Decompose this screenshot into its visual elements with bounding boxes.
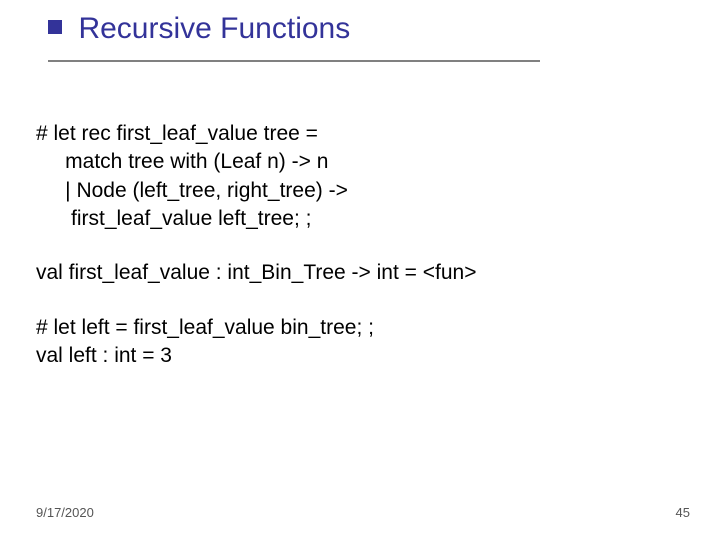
- slide-footer: 9/17/2020 45: [36, 505, 690, 520]
- code-line: # let rec first_leaf_value tree =: [36, 122, 318, 145]
- slide-content: # let rec first_leaf_value tree = match …: [36, 120, 690, 396]
- code-line: match tree with (Leaf n) -> n: [36, 150, 328, 173]
- slide: Recursive Functions # let rec first_leaf…: [0, 0, 720, 540]
- code-line: first_leaf_value left_tree; ;: [36, 207, 311, 230]
- footer-date: 9/17/2020: [36, 505, 94, 520]
- footer-page: 45: [676, 505, 690, 520]
- title-area: Recursive Functions: [48, 12, 700, 46]
- code-block-3: # let left = first_leaf_value bin_tree; …: [36, 314, 690, 371]
- code-block-1: # let rec first_leaf_value tree = match …: [36, 120, 690, 233]
- code-line: val first_leaf_value : int_Bin_Tree -> i…: [36, 261, 476, 284]
- code-line: | Node (left_tree, right_tree) ->: [36, 179, 348, 202]
- bullet-icon: [48, 20, 62, 34]
- code-block-2: val first_leaf_value : int_Bin_Tree -> i…: [36, 259, 690, 287]
- title-underline: [48, 60, 540, 62]
- code-line: val left : int = 3: [36, 344, 172, 367]
- code-line: # let left = first_leaf_value bin_tree; …: [36, 316, 374, 339]
- slide-title: Recursive Functions: [78, 12, 350, 45]
